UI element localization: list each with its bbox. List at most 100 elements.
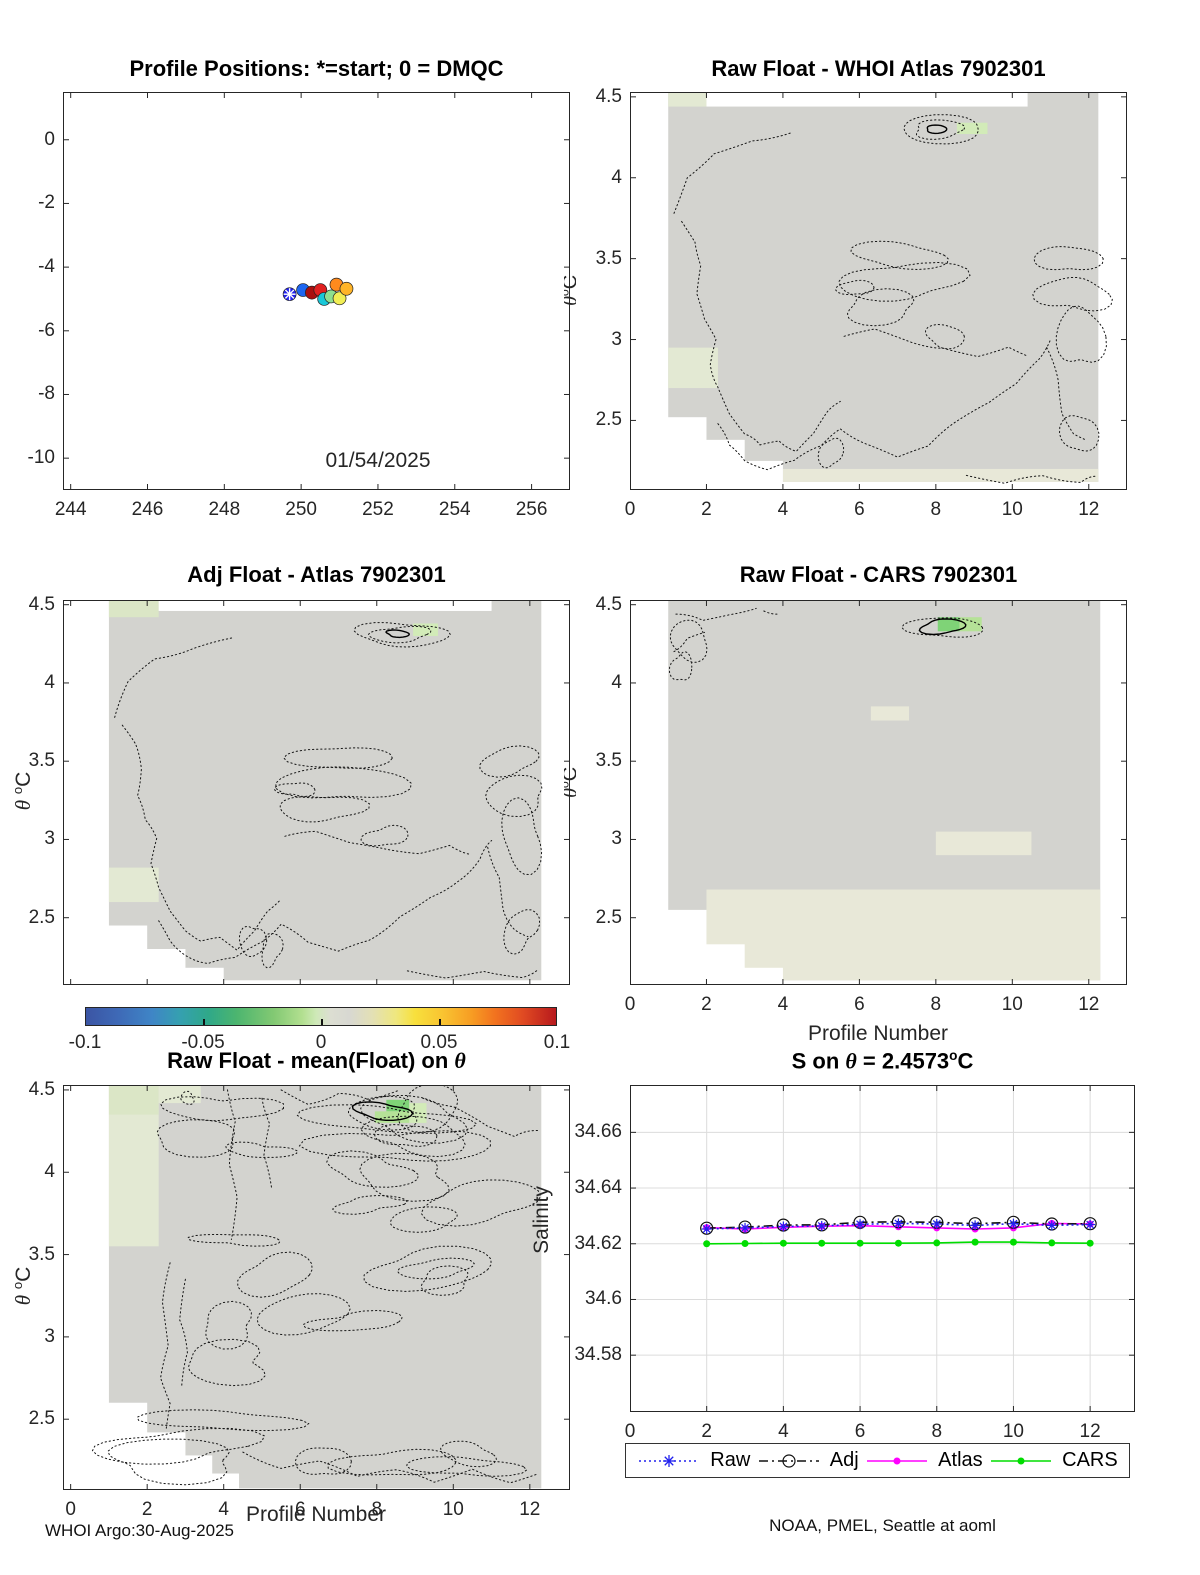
contour-dotted <box>360 824 409 847</box>
field-step-cut <box>184 967 224 983</box>
y-tick-label: 34.62 <box>574 1232 622 1254</box>
x-tick-label: 10 <box>1002 1421 1024 1442</box>
contour-dotted <box>347 1095 418 1131</box>
y-tick-label: 4.5 <box>595 85 622 107</box>
field-background <box>108 1085 542 1489</box>
field-tint <box>782 468 1099 482</box>
field-step-cut <box>743 460 783 484</box>
contour-dotted <box>242 1451 538 1484</box>
field-step-cut <box>146 1432 186 1490</box>
contour-dotted <box>1032 277 1113 312</box>
panel-raw-whoi <box>630 92 1127 490</box>
y-tick-label: 3 <box>611 828 622 850</box>
y-tick-label: -2 <box>38 192 55 214</box>
contour-dotted <box>440 1440 498 1468</box>
adj-atlas-canvas <box>63 600 570 985</box>
start-marker-star <box>284 289 295 299</box>
contour-dotted <box>227 1089 238 1240</box>
profile-position-dot <box>339 281 354 296</box>
colorbar-label: 0.05 <box>420 1032 458 1053</box>
contour-solid <box>918 618 967 636</box>
marker-dot <box>856 1239 864 1247</box>
contour-dotted <box>367 625 432 644</box>
x-tick-label: 0 <box>65 1499 76 1520</box>
x-tick-label: 256 <box>515 499 548 520</box>
colorbar-label: 0.1 <box>543 1032 571 1053</box>
marker-asterisk <box>894 1219 903 1228</box>
x-tick-label: 0 <box>624 1421 636 1442</box>
contour-dotted <box>302 1309 403 1332</box>
x-tick-label: 4 <box>777 994 789 1015</box>
legend: Raw Adj Atlas CARS <box>625 1443 1130 1478</box>
marker-circle <box>700 1221 714 1235</box>
contour-dotted <box>903 114 979 145</box>
contour-dotted <box>256 1293 351 1336</box>
y-tick-label: 34.66 <box>574 1121 622 1143</box>
x-tick-label: 10 <box>1001 499 1023 520</box>
field-step-cut <box>211 1473 240 1490</box>
x-tick-label: 248 <box>208 499 241 520</box>
x-tick-label: 12 <box>1079 1421 1101 1442</box>
y-tick-label: 4.5 <box>595 593 622 615</box>
marker-dot <box>1009 1238 1017 1246</box>
y-tick-label: 34.58 <box>574 1344 622 1366</box>
contour-dotted <box>261 932 284 969</box>
x-tick-label: 4 <box>218 1499 229 1520</box>
marker-asterisk <box>741 1223 749 1232</box>
colorbar-tick <box>321 1019 323 1025</box>
y-tick-label: 3.5 <box>28 1243 55 1265</box>
field-tint <box>668 92 707 107</box>
field-notch <box>706 92 1028 107</box>
contour-dotted <box>156 1119 236 1158</box>
x-tick-label: 0 <box>624 499 636 520</box>
anomaly-patch <box>413 623 438 636</box>
x-tick-label: 254 <box>438 499 471 520</box>
contour-dotted <box>284 830 470 855</box>
contour-dotted <box>420 1265 469 1296</box>
colorbar-label: 0 <box>315 1032 327 1053</box>
contour-dotted <box>332 1195 408 1215</box>
contour-dotted <box>965 474 1097 484</box>
footer-left: WHOI Argo:30-Aug-2025 <box>45 1521 234 1540</box>
marker-circle <box>1083 1217 1097 1231</box>
contour-dotted <box>294 1447 352 1475</box>
contour-dotted <box>406 969 538 979</box>
panel-raw-whoi-title: Raw Float - WHOI Atlas 7902301 <box>711 56 1046 81</box>
y-tick-label: 34.64 <box>574 1177 622 1199</box>
marker-asterisk <box>971 1221 980 1230</box>
anomaly-patch <box>937 617 960 632</box>
colorbar-tick <box>203 1019 205 1025</box>
contour-dotted <box>360 1115 466 1158</box>
x-tick-label: 2 <box>701 1421 712 1442</box>
contour-dotted <box>91 1427 265 1465</box>
legend-sample-raw <box>639 1454 700 1467</box>
marker-asterisk <box>1009 1219 1018 1228</box>
field-step-cut <box>107 925 148 983</box>
contour-dotted <box>406 1456 528 1477</box>
x-tick-label: 6 <box>854 994 865 1015</box>
contour-dotted <box>114 637 234 718</box>
field-background <box>108 600 542 981</box>
y-tick-label: 0 <box>44 128 55 150</box>
x-tick-label: 12 <box>1078 994 1100 1015</box>
y-tick-label: 34.6 <box>585 1288 622 1310</box>
panel-raw-cars-title: Raw Float - CARS 7902301 <box>739 562 1018 587</box>
field-tint <box>668 347 718 389</box>
x-tick-label: 12 <box>1078 499 1100 520</box>
x-tick-label: 10 <box>442 1499 464 1520</box>
y-tick-label: 2.5 <box>28 1408 55 1430</box>
field-tint <box>935 831 1032 856</box>
contour-dotted <box>673 631 705 653</box>
colorbar-tick <box>439 1019 441 1025</box>
y-tick-label: 3.5 <box>595 247 622 269</box>
y-tick-label: 3 <box>44 828 55 850</box>
raw-cars-xlabel: Profile Number <box>807 1022 949 1045</box>
contour-dotted <box>485 774 543 818</box>
anomaly-patch <box>386 1099 410 1112</box>
contour-dotted <box>121 724 282 951</box>
y-tick-label: -10 <box>27 447 55 469</box>
x-tick-label: 4 <box>777 499 789 520</box>
contour-dotted <box>420 1179 542 1227</box>
panel-salinity <box>630 1085 1135 1412</box>
